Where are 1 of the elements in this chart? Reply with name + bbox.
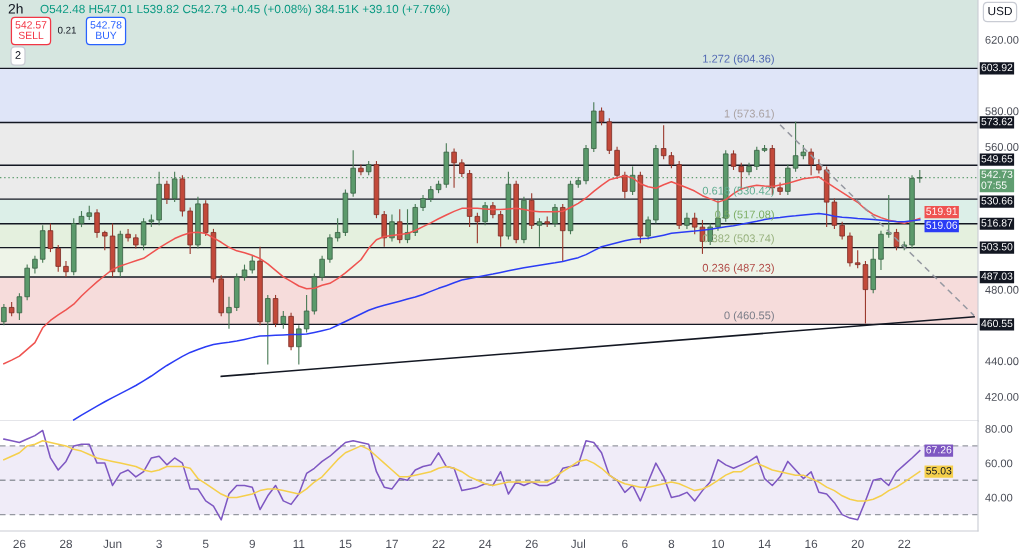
candlestick — [1, 303, 7, 326]
